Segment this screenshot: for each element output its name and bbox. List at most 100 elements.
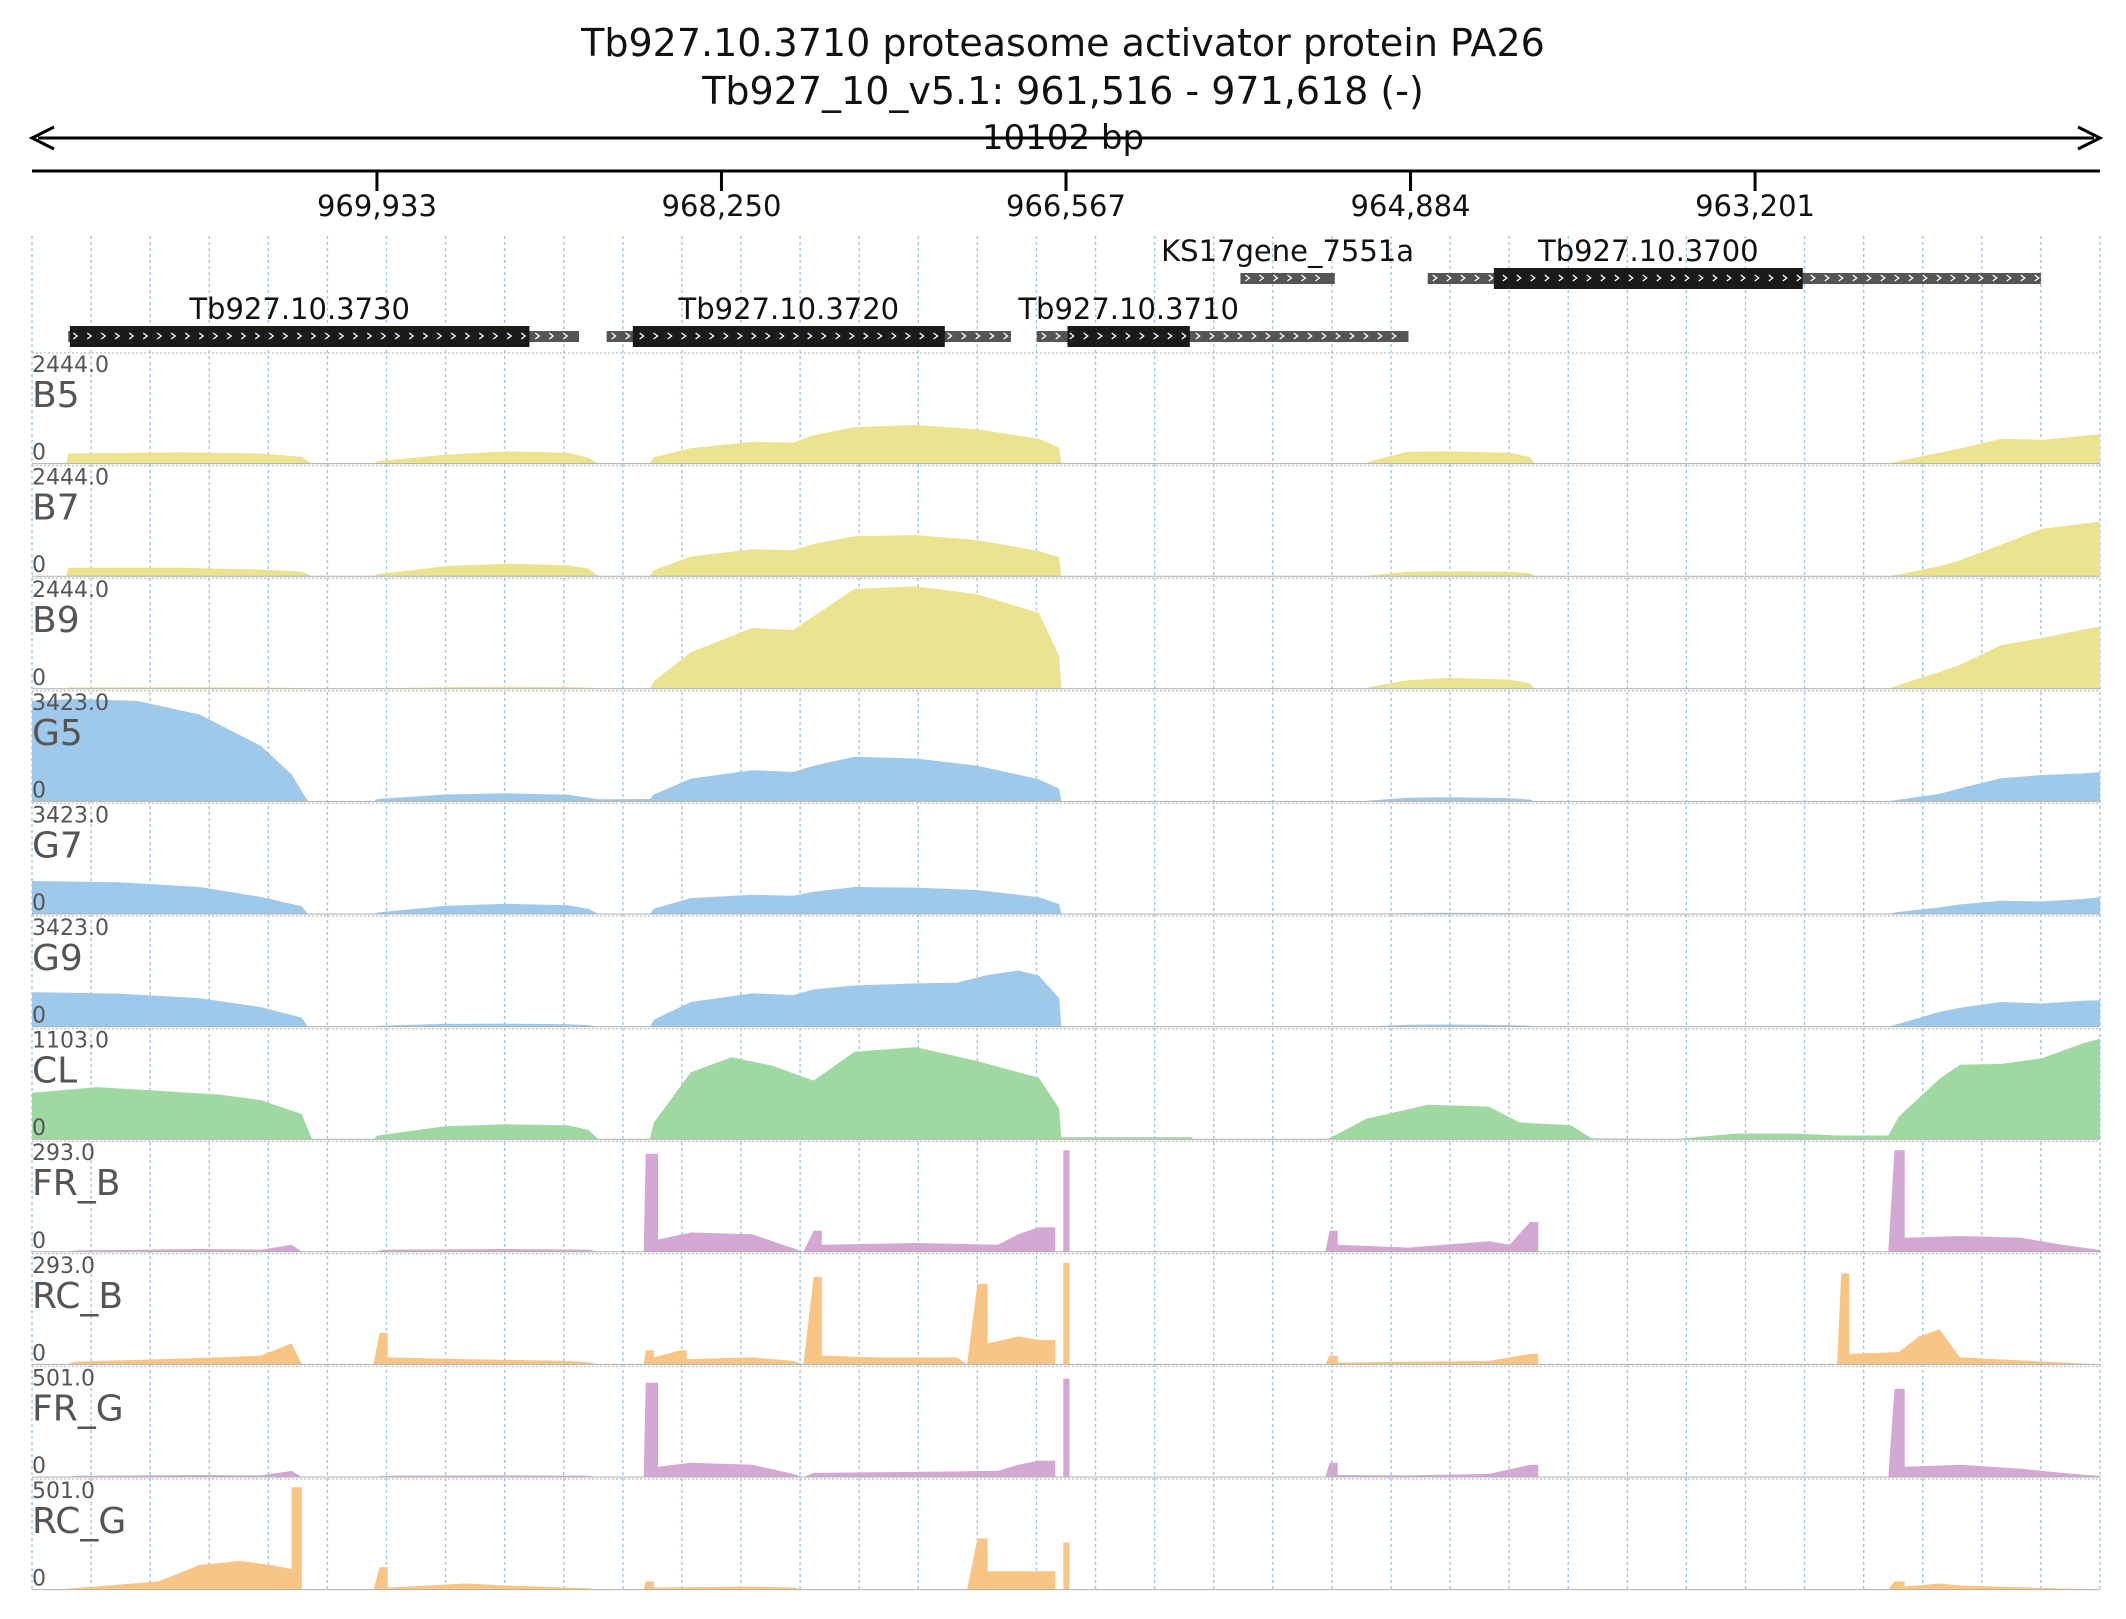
- track-zero-label: 0: [32, 1116, 46, 1141]
- track-zero-label: 0: [32, 666, 46, 691]
- ruler-tick-label: 969,933: [317, 189, 437, 223]
- coverage-area-b9: [32, 586, 2100, 689]
- strand-arrow-icon: [1069, 332, 1075, 340]
- strand-arrow-icon: [1041, 332, 1047, 340]
- strand-arrow-icon: [1293, 332, 1299, 340]
- strand-arrow-icon: [723, 332, 729, 340]
- gene-label: Tb927.10.3710: [1017, 292, 1239, 326]
- strand-arrow-icon: [765, 332, 771, 340]
- span-arrow-right-head: [2077, 125, 2104, 151]
- strand-arrow-icon: [947, 332, 953, 340]
- coverage-area-b5: [32, 425, 2100, 464]
- strand-arrow-icon: [933, 332, 939, 340]
- strand-arrow-icon: [310, 332, 317, 340]
- strand-arrow-icon: [170, 332, 177, 340]
- strand-arrow-icon: [1488, 274, 1494, 282]
- strand-arrow-icon: [1642, 274, 1648, 282]
- coverage-area-cl: [32, 1038, 2100, 1140]
- strand-arrow-icon: [1656, 274, 1662, 282]
- track-zero-label: 0: [32, 1229, 46, 1254]
- strand-arrow-icon: [1824, 274, 1830, 282]
- coverage-area-fr-g: [32, 1378, 2100, 1477]
- strand-arrow-icon: [1460, 274, 1466, 282]
- strand-arrow-icon: [737, 332, 743, 340]
- track-name-label: RC_G: [32, 1501, 126, 1542]
- strand-arrow-icon: [1287, 274, 1293, 282]
- strand-arrow-icon: [226, 332, 233, 340]
- strand-arrow-icon: [240, 332, 247, 340]
- strand-arrow-icon: [1628, 274, 1634, 282]
- strand-arrow-icon: [667, 332, 673, 340]
- track-zero-label: 0: [32, 891, 46, 916]
- strand-arrow-icon: [807, 332, 813, 340]
- strand-arrow-icon: [821, 332, 827, 340]
- strand-arrow-icon: [639, 332, 645, 340]
- track-max-label: 1103.0: [32, 1029, 109, 1054]
- strand-arrow-icon: [1502, 274, 1508, 282]
- coverage-area-fr-b: [32, 1150, 2100, 1252]
- strand-arrow-icon: [653, 332, 659, 340]
- strand-arrow-icon: [1265, 332, 1271, 340]
- strand-arrow-icon: [422, 332, 429, 340]
- strand-arrow-icon: [548, 332, 555, 340]
- strand-arrow-icon: [2006, 274, 2012, 282]
- strand-arrow-icon: [1363, 332, 1369, 340]
- strand-arrow-icon: [1097, 332, 1103, 340]
- strand-arrow-icon: [212, 332, 219, 340]
- track-zero-label: 0: [32, 1567, 46, 1592]
- strand-arrow-icon: [296, 332, 303, 340]
- strand-arrow-icon: [877, 332, 883, 340]
- track-max-label: 2444.0: [32, 353, 109, 378]
- track-zero-label: 0: [32, 778, 46, 803]
- strand-arrow-icon: [1600, 274, 1606, 282]
- strand-arrow-icon: [919, 332, 925, 340]
- strand-arrow-icon: [1936, 274, 1942, 282]
- track-zero-label: 0: [32, 553, 46, 578]
- strand-arrow-icon: [975, 332, 981, 340]
- coverage-area-b7: [32, 521, 2100, 577]
- strand-arrow-icon: [989, 332, 995, 340]
- strand-arrow-icon: [492, 332, 499, 340]
- track-max-label: 3423.0: [32, 803, 109, 828]
- strand-arrow-icon: [1003, 332, 1009, 340]
- strand-arrow-icon: [1377, 332, 1383, 340]
- track-max-label: 3423.0: [32, 916, 109, 941]
- gene-annotation-track: Tb927.10.3730 Tb927.10.3720 Tb927.10.3710 K…: [68, 234, 2041, 347]
- coverage-area-g7: [32, 881, 2100, 914]
- strand-arrow-icon: [849, 332, 855, 340]
- track-zero-label: 0: [32, 1454, 46, 1479]
- strand-arrow-icon: [695, 332, 701, 340]
- strand-arrow-icon: [1209, 332, 1215, 340]
- strand-arrow-icon: [1223, 332, 1229, 340]
- coverage-area-g9: [32, 970, 2100, 1027]
- strand-arrow-icon: [1880, 274, 1886, 282]
- track-max-label: 293.0: [32, 1141, 95, 1166]
- strand-arrow-icon: [1432, 274, 1438, 282]
- grid-lines: [31, 236, 2101, 1592]
- strand-arrow-icon: [1301, 274, 1307, 282]
- strand-arrow-icon: [1754, 274, 1760, 282]
- track-zero-label: 0: [32, 1004, 46, 1029]
- strand-arrow-icon: [1796, 274, 1802, 282]
- track-name-label: CL: [32, 1051, 77, 1092]
- strand-arrow-icon: [142, 332, 149, 340]
- strand-arrow-icon: [1321, 332, 1327, 340]
- strand-arrow-icon: [408, 332, 415, 340]
- strand-arrow-icon: [450, 332, 457, 340]
- track-name-label: B7: [32, 488, 80, 529]
- strand-arrow-icon: [1544, 274, 1550, 282]
- strand-arrow-icon: [1922, 274, 1928, 282]
- strand-arrow-icon: [100, 332, 107, 340]
- ruler-tick-label: 964,884: [1351, 189, 1471, 223]
- track-name-label: G9: [32, 938, 83, 979]
- coverage-area-rc-g: [32, 1487, 2100, 1590]
- strand-arrow-icon: [1712, 274, 1718, 282]
- strand-arrow-icon: [1181, 332, 1187, 340]
- strand-arrow-icon: [324, 332, 331, 340]
- strand-arrow-icon: [891, 332, 897, 340]
- track-name-label: FR_G: [32, 1388, 124, 1429]
- strand-arrow-icon: [1125, 332, 1131, 340]
- coverage-area-g5: [32, 698, 2100, 802]
- track-zero-label: 0: [32, 441, 46, 466]
